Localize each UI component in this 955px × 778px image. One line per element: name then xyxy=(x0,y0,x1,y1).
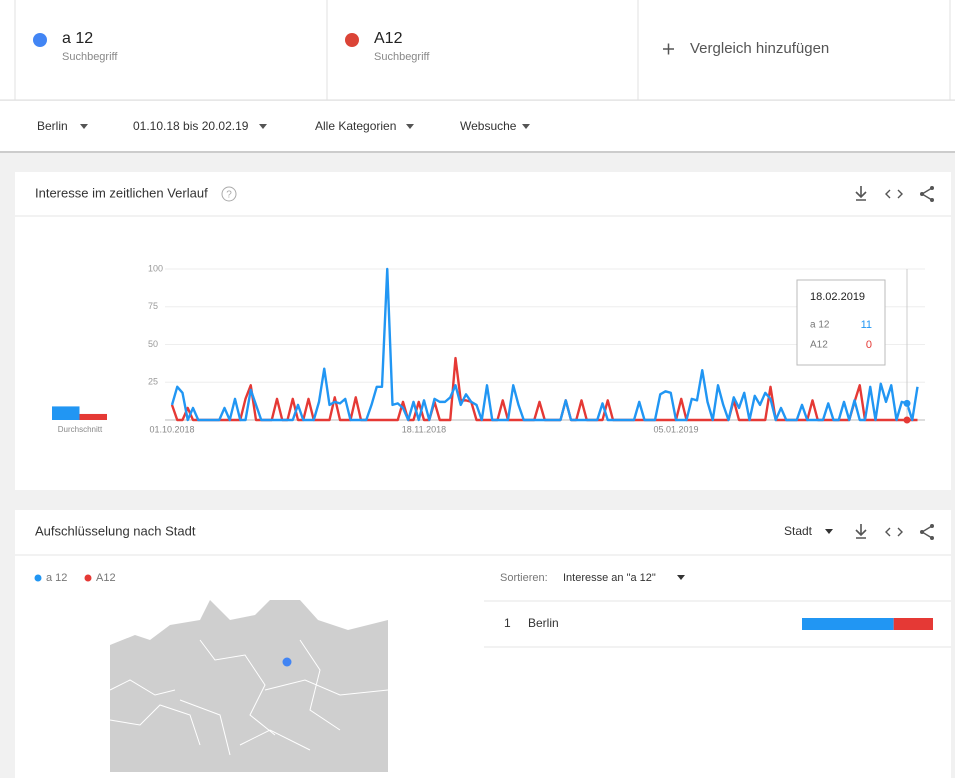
legend-label: A12 xyxy=(96,572,116,584)
filter[interactable]: Berlin xyxy=(37,119,88,133)
y-tick-label: 75 xyxy=(148,301,158,311)
filter-label: Berlin xyxy=(37,119,68,133)
average-bar xyxy=(79,413,107,420)
dropdown-arrow xyxy=(80,124,88,129)
add-compare-label: Vergleich hinzufügen xyxy=(690,40,829,57)
y-tick-label: 50 xyxy=(148,339,158,349)
dropdown-arrow xyxy=(406,124,414,129)
level-dropdown[interactable]: Stadt xyxy=(784,524,833,538)
term-name: A12 xyxy=(374,30,403,47)
average-label: Durchschnitt xyxy=(58,425,103,434)
add-compare[interactable]: Vergleich hinzufügen xyxy=(663,40,829,57)
tooltip-value: 0 xyxy=(866,339,872,351)
x-tick-label: 18.11.2018 xyxy=(402,424,446,434)
city-bar xyxy=(802,618,933,630)
embed-icon[interactable] xyxy=(885,527,903,537)
filter-label: Websuche xyxy=(460,119,517,133)
hover-dot xyxy=(903,416,911,424)
filter[interactable]: 01.10.18 bis 20.02.19 xyxy=(133,119,267,133)
filter[interactable]: Websuche xyxy=(460,119,530,133)
tooltip-date: 18.02.2019 xyxy=(810,291,865,303)
tooltip-series: a 12 xyxy=(810,320,830,331)
panel-title: Aufschlüsselung nach Stadt xyxy=(35,523,196,538)
filter-label: Alle Kategorien xyxy=(315,119,396,133)
filter-label: 01.10.18 bis 20.02.19 xyxy=(133,119,249,133)
y-tick-label: 25 xyxy=(148,377,158,387)
city-name: Berlin xyxy=(528,616,559,630)
line-chart: 25 50 75 100 01.10.2018 18.11.2018 05.01.2019 1… xyxy=(52,263,925,434)
sort-dropdown[interactable]: Interesse an "a 12" xyxy=(563,572,685,584)
x-tick-label: 01.10.2018 xyxy=(149,424,194,434)
chart-panel xyxy=(15,172,951,490)
embed-icon[interactable] xyxy=(885,189,903,199)
legend-dot xyxy=(34,574,42,582)
y-tick-label: 100 xyxy=(148,263,163,273)
tooltip-value: 11 xyxy=(861,319,872,331)
chart-title: Interesse im zeitlichen Verlauf xyxy=(35,185,208,200)
share-icon[interactable] xyxy=(920,186,934,202)
dropdown-arrow xyxy=(522,124,530,129)
term-dot xyxy=(33,33,47,47)
download-icon[interactable] xyxy=(855,186,867,201)
average-bar xyxy=(52,406,80,420)
sort-value: Interesse an "a 12" xyxy=(563,572,656,584)
dropdown-arrow xyxy=(259,124,267,129)
tooltip-series: A12 xyxy=(810,340,828,351)
map xyxy=(109,600,389,772)
term-dot xyxy=(345,33,359,47)
help-icon-glyph: ? xyxy=(226,190,232,201)
term-subtitle: Suchbegriff xyxy=(374,51,430,63)
download-icon[interactable] xyxy=(855,524,867,539)
tooltip xyxy=(796,279,886,366)
term-card[interactable]: a 12 Suchbegriff xyxy=(33,30,118,63)
filter[interactable]: Alle Kategorien xyxy=(315,119,414,133)
plus-icon xyxy=(663,43,674,55)
legend-label: a 12 xyxy=(46,572,67,584)
x-tick-label: 05.01.2019 xyxy=(653,424,698,434)
help-icon[interactable] xyxy=(221,186,237,202)
city-bar-segment xyxy=(802,618,894,630)
term-subtitle: Suchbegriff xyxy=(62,51,118,63)
rank: 1 xyxy=(504,616,511,630)
series-line xyxy=(170,267,919,422)
term-name: a 12 xyxy=(62,30,93,47)
hover-dot xyxy=(903,399,911,407)
sort-label: Sortieren: xyxy=(500,572,548,584)
share-icon[interactable] xyxy=(920,524,934,540)
level-label: Stadt xyxy=(784,524,813,538)
filter-bar xyxy=(0,101,955,151)
legend-dot xyxy=(84,574,92,582)
header xyxy=(0,0,955,100)
term-card[interactable]: A12 Suchbegriff xyxy=(345,30,430,63)
city-bar-segment xyxy=(893,618,933,630)
